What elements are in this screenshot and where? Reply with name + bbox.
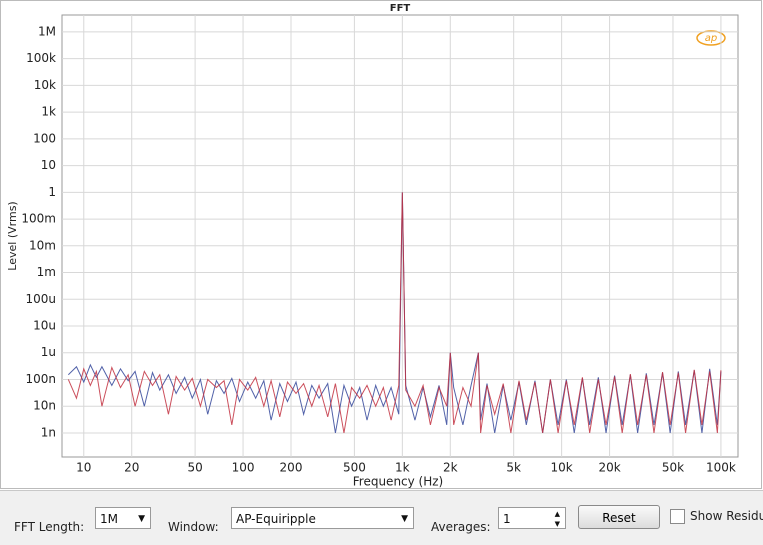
x-tick-label: 10 [76, 461, 91, 475]
y-tick-label: 100u [25, 292, 56, 306]
show-residual-checkbox[interactable] [670, 509, 685, 524]
window-select[interactable]: AP-Equiripple ▼ [231, 507, 414, 529]
y-tick-label: 1 [48, 185, 56, 199]
y-tick-label: 10u [33, 319, 56, 333]
y-tick-label: 100n [25, 372, 56, 386]
chart-title: FFT [390, 3, 411, 14]
x-tick-label: 200 [280, 461, 303, 475]
fft-length-select[interactable]: 1M ▼ [95, 507, 151, 529]
x-tick-label: 5k [506, 461, 521, 475]
x-tick-label: 50 [187, 461, 202, 475]
x-tick-label: 10k [551, 461, 573, 475]
fft-length-value: 1M [100, 512, 118, 526]
y-axis-label: Level (Vrms) [6, 201, 19, 270]
averages-value: 1 [503, 512, 511, 526]
x-tick-label: 2k [443, 461, 458, 475]
y-tick-label: 10k [34, 78, 56, 92]
x-tick-label: 100k [706, 461, 736, 475]
y-tick-label: 1n [41, 425, 56, 439]
reset-button[interactable]: Reset [578, 505, 660, 529]
y-tick-label: 1m [37, 265, 56, 279]
y-tick-label: 10 [41, 158, 56, 172]
x-axis-label: Frequency (Hz) [353, 475, 444, 489]
x-tick-label: 20k [598, 461, 620, 475]
x-tick-label: 20 [124, 461, 139, 475]
chart: FFT Frequency (Hz) Level (Vrms) ap 1M 100… [0, 0, 762, 489]
x-tick-label: 100 [232, 461, 255, 475]
y-tick-label: 10m [29, 238, 56, 252]
svg-text:ap: ap [705, 33, 717, 44]
averages-input[interactable]: 1 ▲ ▼ [498, 507, 566, 529]
window-value: AP-Equiripple [236, 512, 316, 526]
logo: ap [696, 30, 726, 46]
series-line [67, 192, 722, 434]
y-tick-label: 1u [41, 345, 56, 359]
y-tick-label: 100 [33, 131, 56, 145]
fft-length-label: FFT Length: [14, 520, 85, 534]
y-tick-label: 100k [26, 51, 56, 65]
y-tick-label: 10n [33, 399, 56, 413]
averages-label: Averages: [431, 520, 491, 534]
show-residual-label: Show Residu [690, 509, 763, 523]
window-label: Window: [168, 520, 219, 534]
x-tick-label: 50k [662, 461, 684, 475]
x-tick-label: 1k [395, 461, 410, 475]
y-tick-label: 100m [21, 212, 56, 226]
y-tick-label: 1M [38, 24, 56, 38]
y-tick-label: 1k [41, 105, 56, 119]
x-tick-label: 500 [343, 461, 366, 475]
